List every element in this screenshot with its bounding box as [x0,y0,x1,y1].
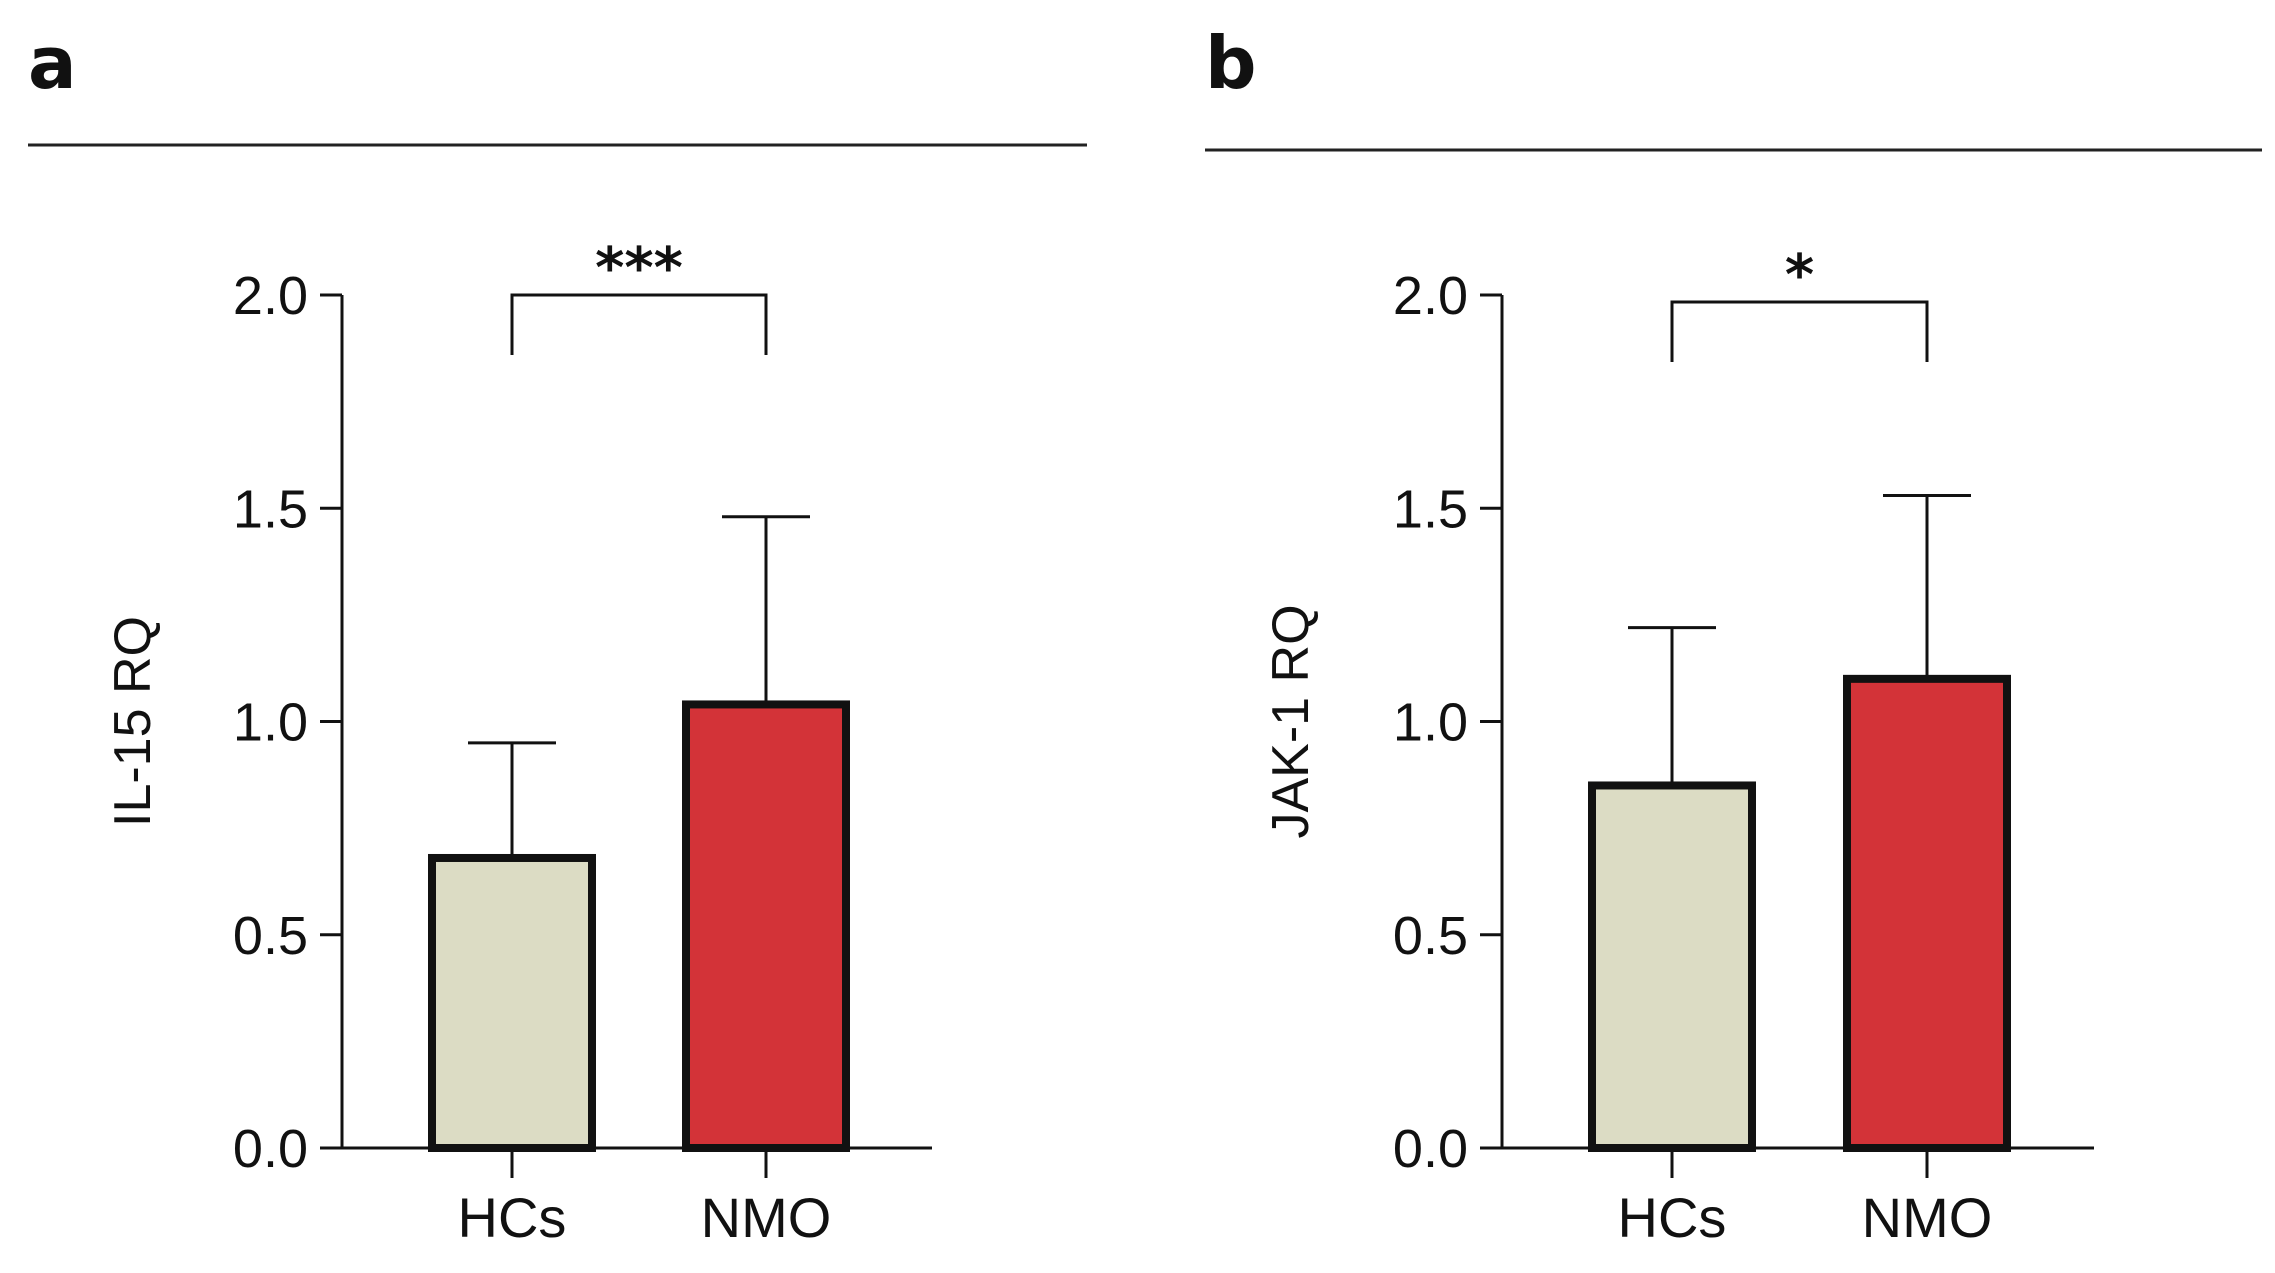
significance-label: * [1785,243,1814,308]
y-tick-label: 0.0 [1393,1119,1468,1179]
category-label-nmo: NMO [1862,1186,1993,1249]
significance-label: *** [595,236,683,301]
panel-b: b 0.0 0.5 1.0 1.5 2.0 JAK-1 RQ HCs NMO * [1205,21,2262,1249]
panel-b-letter: b [1205,21,1257,105]
y-axis-title: IL-15 RQ [104,616,162,827]
panel-a-letter: a [28,21,77,105]
bar-nmo [682,700,850,1152]
y-tick-label: 2.0 [1393,266,1468,326]
y-tick-label: 0.5 [1393,906,1468,966]
bar-nmo [1843,674,2011,1152]
significance-bracket [1670,300,1929,362]
y-tick-label: 0.5 [233,906,308,966]
category-label-hcs: HCs [458,1186,567,1249]
y-tick-label: 0.0 [233,1119,308,1179]
y-axis-title: JAK-1 RQ [1262,604,1320,838]
significance-bracket [510,293,768,355]
y-tick-label: 1.5 [233,479,308,539]
panel-a: a 0.0 0.5 1.0 1.5 2.0 IL-15 RQ HCs NMO *** [28,21,1087,1249]
y-tick-label: 1.0 [233,693,308,753]
y-tick-label: 1.0 [1393,693,1468,753]
y-tick-label: 1.5 [1393,479,1468,539]
bar-hcs [1588,781,1756,1152]
category-label-nmo: NMO [701,1186,832,1249]
bar-hcs [428,853,596,1152]
category-label-hcs: HCs [1618,1186,1727,1249]
y-tick-label: 2.0 [233,266,308,326]
